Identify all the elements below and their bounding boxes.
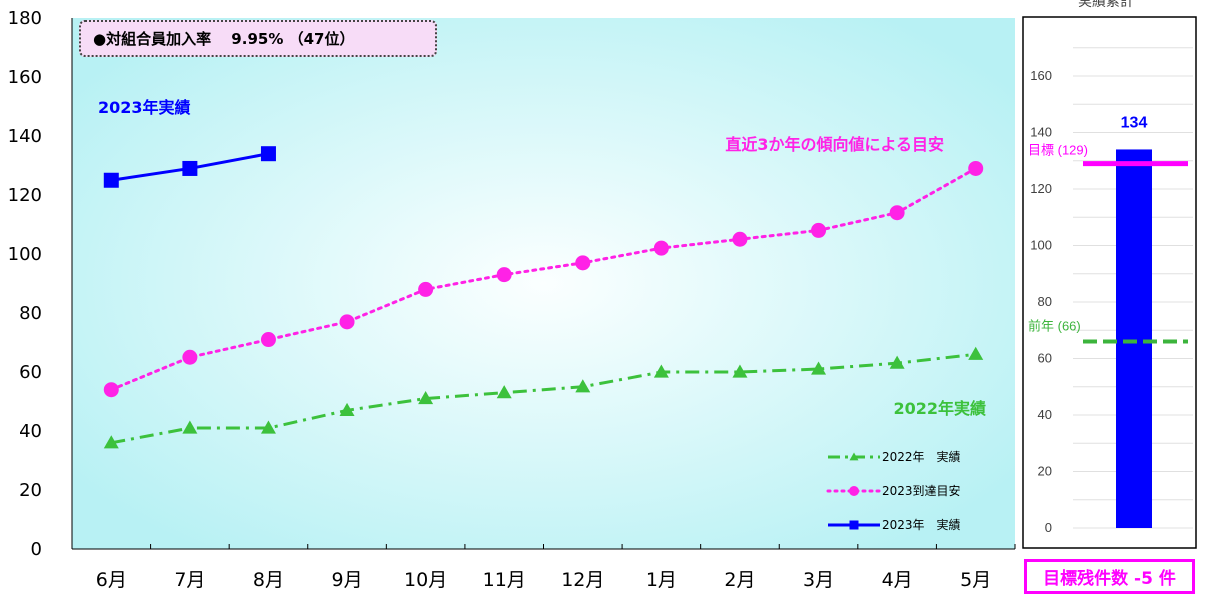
circle-marker [103,382,119,398]
legend-label-target: 2023到達目安 [882,483,961,498]
x-tick-label: 1月 [646,569,677,591]
side-y-tick-label: 80 [1038,294,1052,309]
square-marker [260,146,276,162]
cumulative-bar [1116,149,1152,528]
square-marker [103,172,119,188]
x-tick-label: 11月 [483,569,526,591]
circle-marker [968,160,984,176]
remaining-count-badge: 目標残件数 -5 件 [1024,559,1195,594]
triangle-marker [182,420,198,434]
series-line-s2022 [111,352,976,445]
y-tick-label: 160 [8,67,42,88]
y-tick-label: 140 [8,126,42,147]
circle-marker [849,486,859,496]
side-y-tick-label: 120 [1030,181,1052,196]
x-tick-label: 8月 [253,569,284,591]
y-tick-label: 100 [8,244,42,265]
side-y-tick-label: 20 [1038,464,1052,479]
triangle-marker [811,361,827,375]
main-line-chart: 0 20 40 60 80 100 120 140 160 180 6月 7月 8月 9月 10月 11月 12… [8,8,1016,591]
x-tick-label: 5月 [960,569,991,591]
series-target [103,160,984,398]
triangle-marker [339,402,355,416]
membership-rate-box: ●対組合員加入率 9.95% （47位） [79,20,437,57]
triangle-marker [968,346,984,360]
y-tick-label: 80 [19,303,42,324]
circle-marker [182,349,198,365]
legend: 2022年 実績 2023到達目安 2023年 実績 [826,449,961,532]
circle-marker [260,332,276,348]
side-y-tick-label: 60 [1038,351,1052,366]
circle-marker [575,255,591,271]
square-marker [182,160,198,176]
series-line-target [109,166,978,392]
triangle-marker [496,385,512,399]
series-s2022 [103,346,984,449]
y-tick-label: 20 [19,480,42,501]
x-tick-label: 10月 [404,569,447,591]
annotation-target-trend: 直近3か年の傾向値による目安 [725,135,944,154]
triangle-marker [849,452,859,461]
triangle-marker [260,420,276,434]
target-reference-label: 目標 (129) [1028,143,1088,158]
legend-label-s2022: 2022年 実績 [882,449,961,464]
annotation-2022-actual: 2022年実績 [893,399,986,418]
circle-marker [418,281,434,297]
square-marker [849,520,859,530]
annotation-2023-actual: 2023年実績 [98,98,191,117]
y-tick-label: 180 [8,8,42,29]
previous-year-reference-label: 前年 (66) [1028,319,1081,334]
x-tick-label: 2月 [724,569,755,591]
side-panel-title: 実績累計 [1078,0,1134,10]
circle-marker [496,267,512,283]
series-s2023 [103,146,276,188]
triangle-marker [653,364,669,378]
x-tick-label: 4月 [882,569,913,591]
side-y-tick-label: 160 [1030,68,1052,83]
triangle-marker [103,435,119,449]
y-tick-label: 60 [19,362,42,383]
y-tick-label: 120 [8,185,42,206]
triangle-marker [732,364,748,378]
triangle-marker [575,379,591,393]
triangle-marker [889,355,905,369]
x-tick-label: 9月 [331,569,362,591]
side-y-tick-label: 40 [1038,407,1052,422]
side-y-tick-label: 0 [1045,520,1052,535]
x-tick-label: 7月 [174,569,205,591]
legend-label-s2023: 2023年 実績 [882,517,961,532]
x-tick-label: 12月 [561,569,604,591]
triangle-marker [418,391,434,405]
side-panel-frame [1022,16,1197,549]
circle-marker [811,222,827,238]
x-tick-label: 6月 [96,569,127,591]
y-tick-label: 0 [31,539,42,560]
x-tick-label: 3月 [803,569,834,591]
circle-marker [732,231,748,247]
plot-area-background [72,18,1015,549]
circle-marker [889,205,905,221]
side-y-tick-label: 140 [1030,125,1052,140]
side-bar-chart: 0 20 40 60 80 100 120 140 160 134 目標 (129) 前年 (66) [1022,16,1197,549]
side-y-tick-label: 100 [1030,238,1052,253]
y-tick-label: 40 [19,421,42,442]
bar-value-label: 134 [1121,114,1148,131]
circle-marker [339,314,355,330]
circle-marker [653,240,669,256]
